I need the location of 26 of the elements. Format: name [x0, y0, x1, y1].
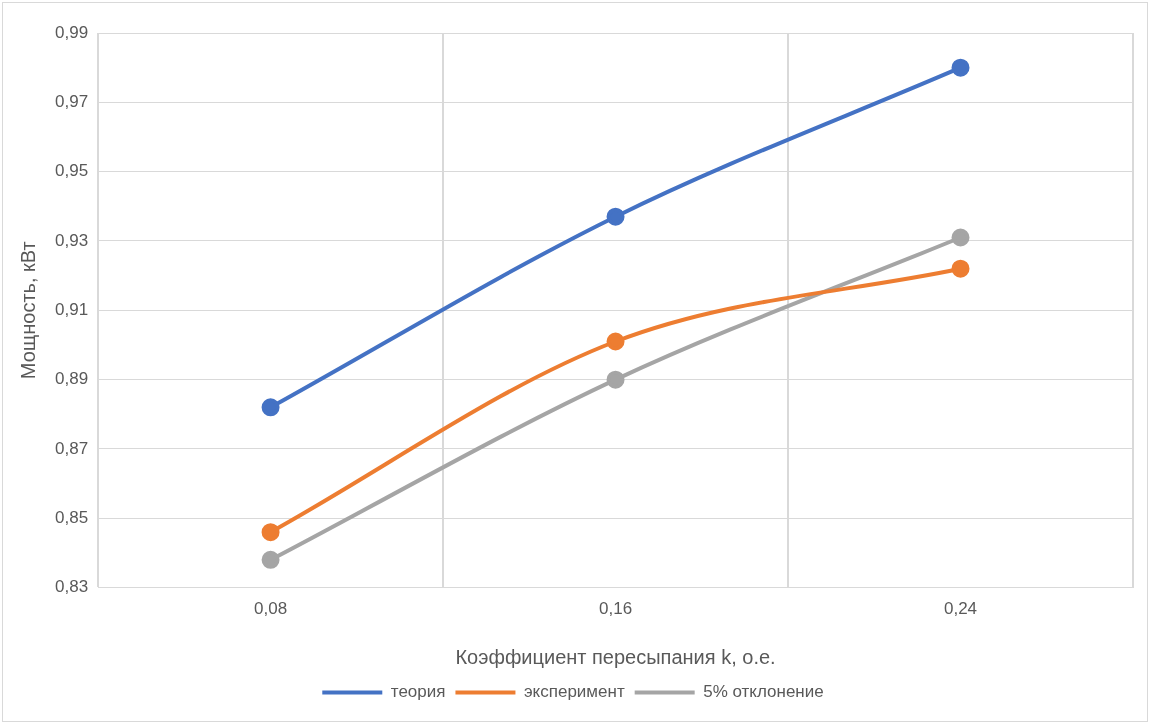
- point: [606, 332, 625, 351]
- y-tick-label: 0,89: [54, 369, 89, 389]
- y-tick-label: 0,87: [54, 438, 89, 458]
- point: [261, 523, 280, 542]
- y-axis-title: Мощность, кВт: [16, 241, 39, 380]
- legend-label: теория: [390, 682, 446, 702]
- point: [951, 259, 970, 278]
- y-tick-label: 0,95: [54, 161, 89, 181]
- y-tick-label: 0,83: [54, 577, 89, 597]
- point: [261, 550, 280, 569]
- x-axis-title: Коэффициент пересыпания k, о.е.: [455, 645, 776, 668]
- point: [606, 207, 625, 226]
- legend-label: эксперимент: [523, 682, 625, 702]
- y-tick-label: 0,85: [54, 507, 89, 527]
- y-tick-label: 0,99: [54, 22, 89, 42]
- point: [261, 398, 280, 417]
- legend-label: 5% отклонение: [703, 682, 824, 702]
- x-tick-label: 0,08: [254, 599, 288, 619]
- y-tick-label: 0,97: [54, 92, 89, 112]
- point: [951, 58, 970, 77]
- x-tick-label: 0,24: [943, 599, 978, 619]
- y-tick-label: 0,91: [54, 299, 89, 319]
- point: [606, 370, 625, 389]
- y-tick-label: 0,93: [54, 230, 89, 250]
- x-tick-label: 0,16: [599, 599, 633, 619]
- point: [951, 228, 970, 247]
